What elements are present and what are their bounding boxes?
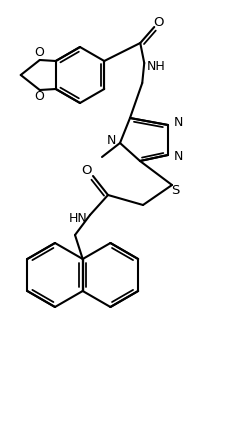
Text: N: N xyxy=(106,135,116,148)
Text: S: S xyxy=(171,184,179,197)
Text: N: N xyxy=(173,116,183,129)
Text: O: O xyxy=(82,165,92,178)
Text: O: O xyxy=(34,90,44,103)
Text: NH: NH xyxy=(147,59,166,72)
Text: N: N xyxy=(173,151,183,164)
Text: HN: HN xyxy=(69,211,87,224)
Text: O: O xyxy=(34,46,44,59)
Text: O: O xyxy=(153,16,163,29)
